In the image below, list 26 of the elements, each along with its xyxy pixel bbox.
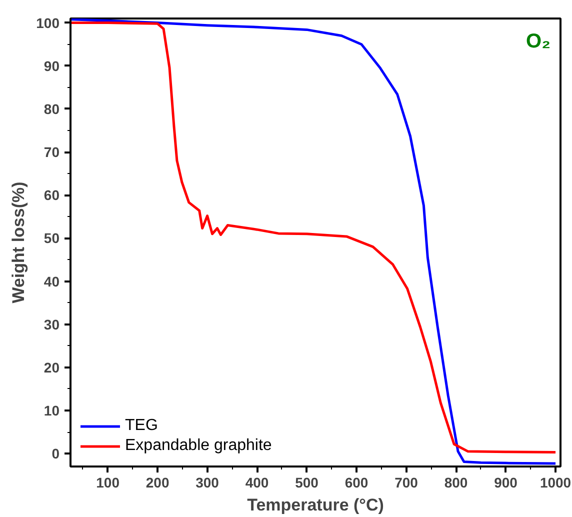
y-tick-label: 30 (44, 316, 60, 332)
x-tick-label: 400 (245, 474, 269, 490)
x-tick-label: 700 (394, 474, 418, 490)
x-tick-label: 500 (295, 474, 319, 490)
x-tick-label: 200 (146, 474, 170, 490)
annotation: O₂ (526, 30, 551, 52)
y-axis-title: Weight loss(%) (9, 182, 28, 304)
legend-label: TEG (125, 417, 158, 435)
x-tick-label: 800 (444, 474, 468, 490)
x-tick-label: 600 (344, 474, 368, 490)
x-tick-label: 900 (494, 474, 518, 490)
y-tick-label: 40 (44, 273, 60, 290)
x-axis-title: Temperature (°C) (247, 496, 384, 514)
y-tick-label: 90 (44, 58, 60, 74)
x-tick-label: 300 (196, 474, 220, 490)
y-tick-label: 50 (44, 230, 60, 246)
y-tick-label: 60 (44, 187, 60, 204)
x-tick-label: 100 (96, 474, 120, 490)
y-tick-label: 70 (44, 144, 60, 160)
x-tick-label: 1000 (540, 474, 572, 490)
legend-label: Expandable graphite (125, 437, 272, 455)
y-tick-label: 80 (44, 100, 60, 117)
y-tick-label: 20 (44, 359, 60, 376)
y-tick-label: 0 (52, 446, 60, 462)
y-tick-label: 100 (36, 14, 60, 31)
y-tick-label: 10 (44, 402, 60, 418)
